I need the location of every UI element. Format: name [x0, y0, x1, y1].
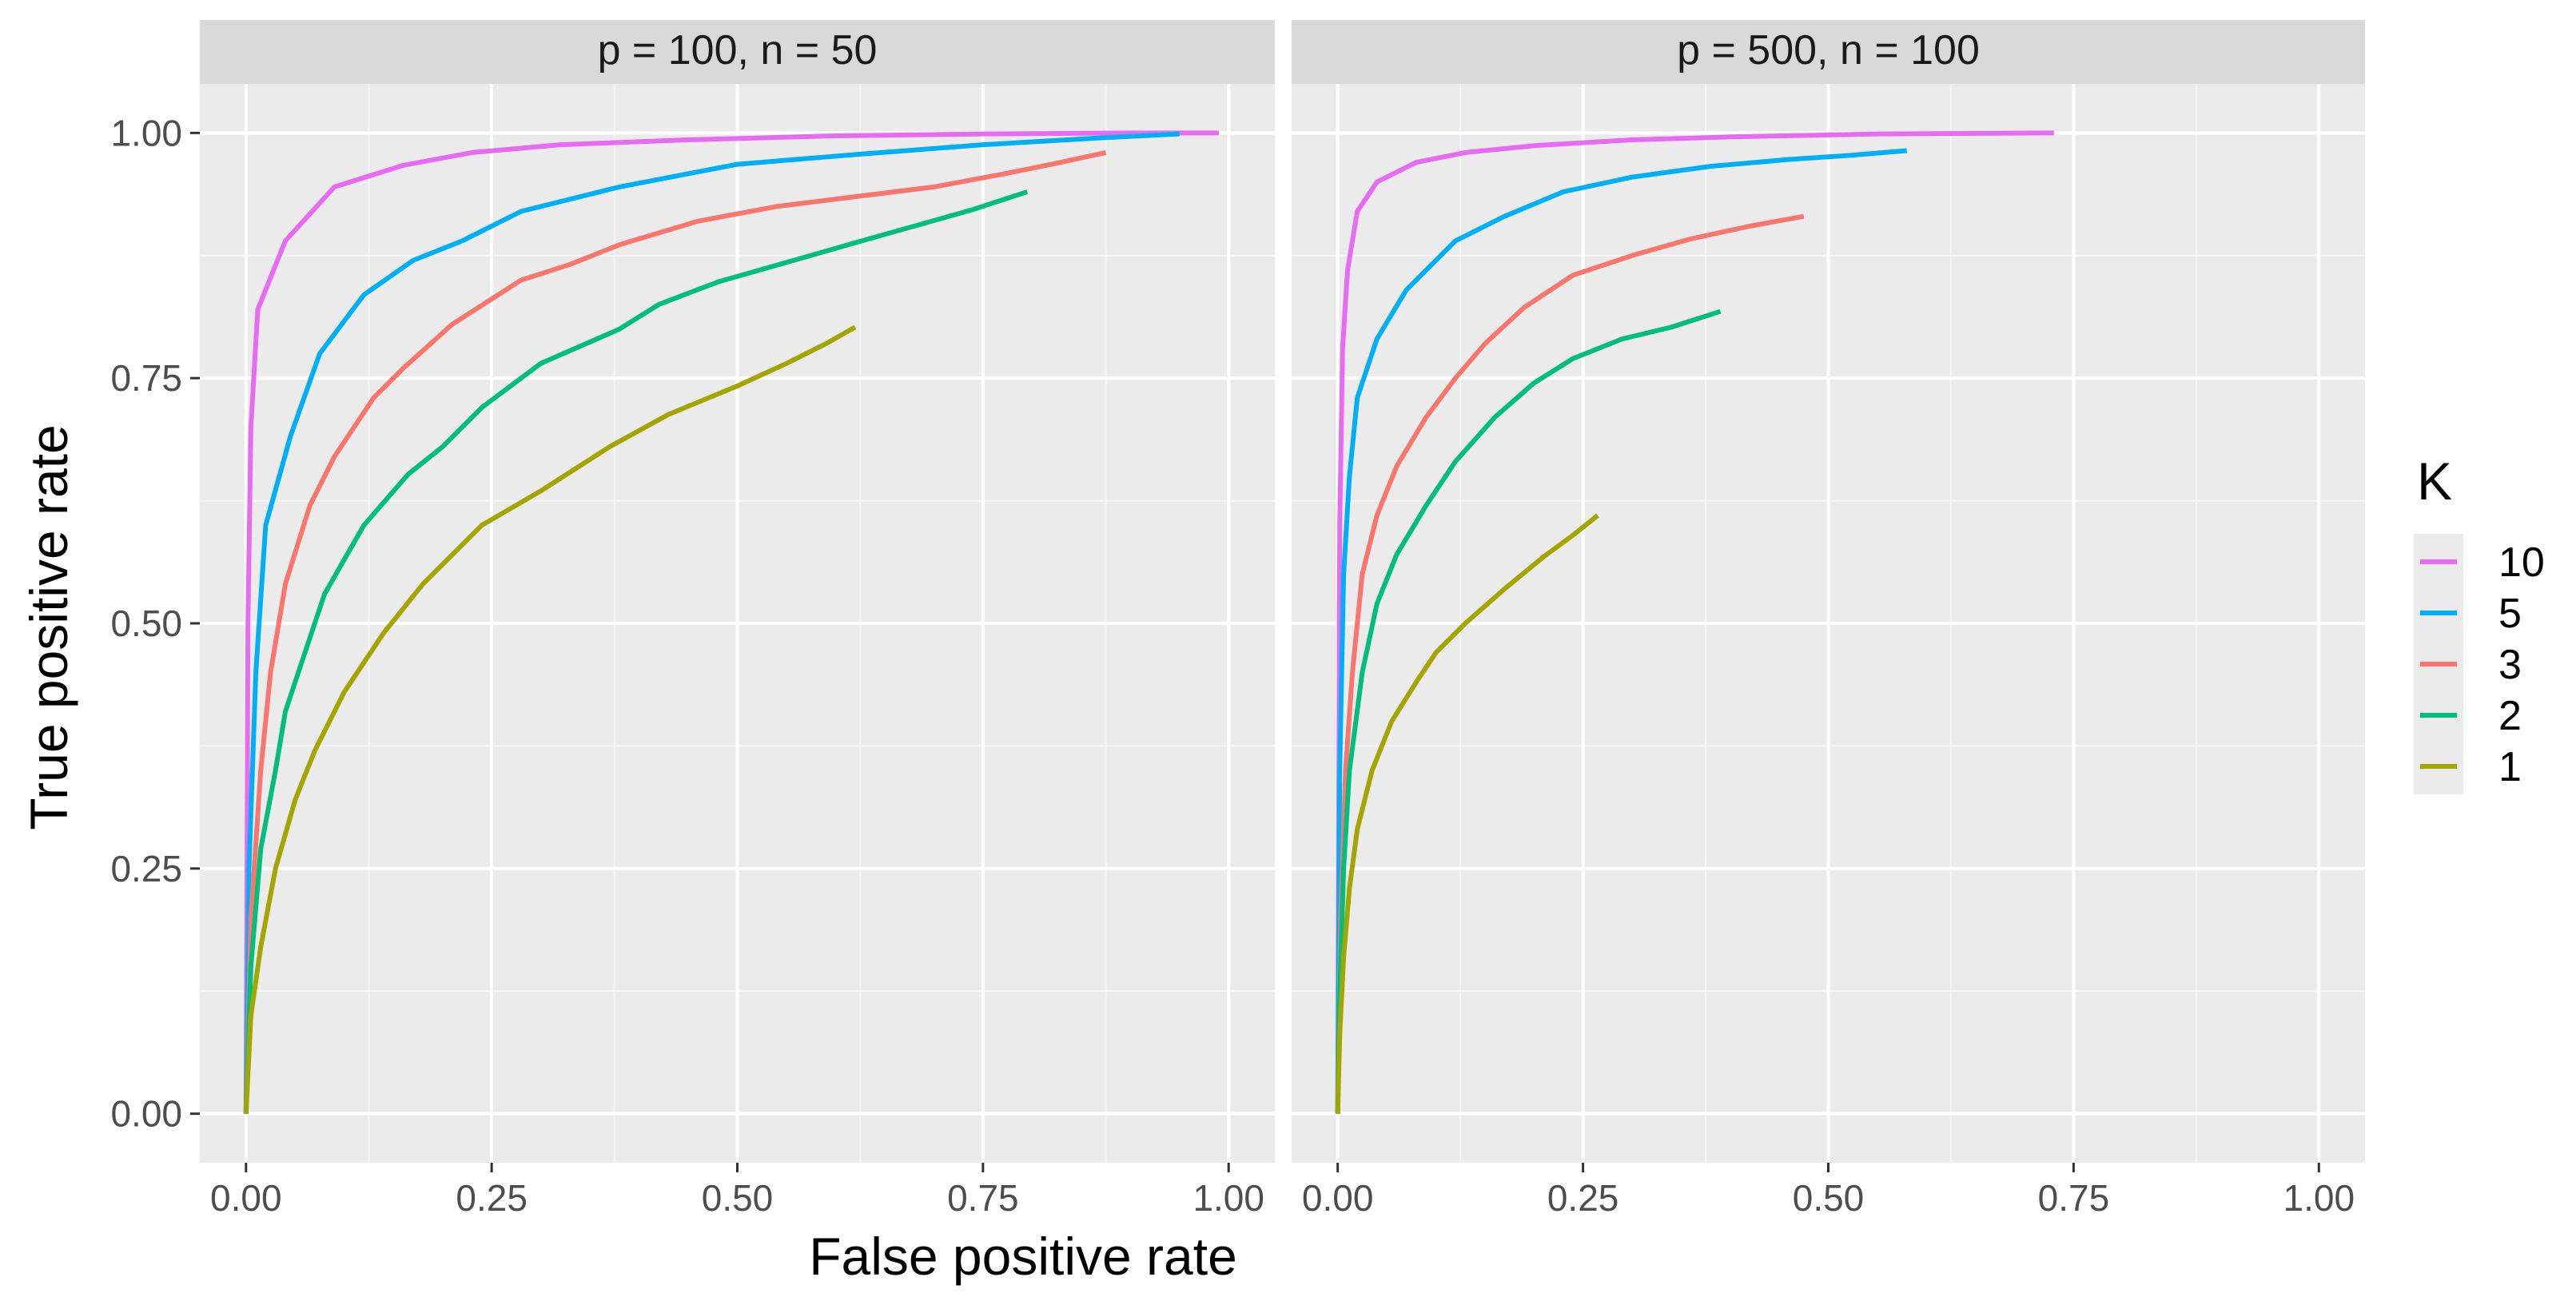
x-tick-label: 0.75: [947, 1177, 1019, 1219]
legend-item-2: 2: [2420, 693, 2522, 739]
legend: K 10 5 3 2 1: [2414, 452, 2545, 794]
legend-label: 1: [2498, 744, 2522, 790]
x-tick-label: 0.25: [1547, 1177, 1619, 1219]
strip-label: p = 100, n = 50: [598, 27, 878, 74]
series-line-k-5: [243, 131, 1180, 1114]
strip-background: [1292, 20, 2365, 84]
x-tick-label: 0.25: [456, 1177, 528, 1219]
legend-item-5: 5: [2420, 591, 2522, 637]
y-tick-label: 0.00: [110, 1093, 182, 1135]
series-line-k-2: [1335, 308, 1722, 1114]
series-line-k-10: [1335, 130, 2054, 1114]
series-line-k-3: [1335, 213, 1805, 1114]
legend-item-10: 10: [2420, 539, 2545, 586]
series-line-k-2: [243, 189, 1029, 1114]
panels-layer: p = 100, n = 50 0.00 0.25 0.50 0.75 1.00 0.00 0…: [110, 20, 2365, 1219]
legend-item-1: 1: [2420, 744, 2522, 790]
y-axis-title: True positive rate: [19, 424, 78, 830]
legend-label: 3: [2498, 642, 2522, 688]
strip-label: p = 500, n = 100: [1677, 27, 1980, 74]
series-line-k-5: [1335, 148, 1907, 1114]
series-line-k-10: [243, 130, 1219, 1114]
legend-label: 10: [2498, 539, 2545, 586]
panel-1: p = 100, n = 50 0.00 0.25 0.50 0.75 1.00 0.00 0…: [110, 20, 1275, 1219]
y-tick-label: 1.00: [110, 112, 182, 153]
series-line-k-1: [243, 324, 857, 1114]
x-axis-title: False positive rate: [809, 1227, 1237, 1286]
legend-title: K: [2417, 452, 2452, 511]
y-tick-label: 0.25: [110, 848, 182, 889]
legend-entries: 10 5 3 2 1: [2420, 539, 2545, 790]
x-tick-label: 0.00: [210, 1177, 282, 1219]
x-tick-label: 0.00: [1302, 1177, 1374, 1219]
x-tick-label: 1.00: [1192, 1177, 1264, 1219]
panel-2: p = 500, n = 100 0.00 0.25 0.50 0.75 1.00: [1292, 20, 2365, 1219]
x-tick-label: 1.00: [2283, 1177, 2355, 1219]
x-tick-label: 0.50: [1793, 1177, 1865, 1219]
legend-label: 2: [2498, 693, 2522, 739]
x-tick-label: 0.75: [2038, 1177, 2110, 1219]
strip-background: [200, 20, 1275, 84]
series-line-k-3: [243, 149, 1107, 1114]
series-line-k-1: [1335, 513, 1599, 1114]
y-tick-label: 0.75: [110, 357, 182, 399]
x-tick-label: 0.50: [702, 1177, 774, 1219]
legend-item-3: 3: [2420, 642, 2522, 688]
y-tick-label: 0.50: [110, 603, 182, 644]
legend-label: 5: [2498, 591, 2522, 637]
